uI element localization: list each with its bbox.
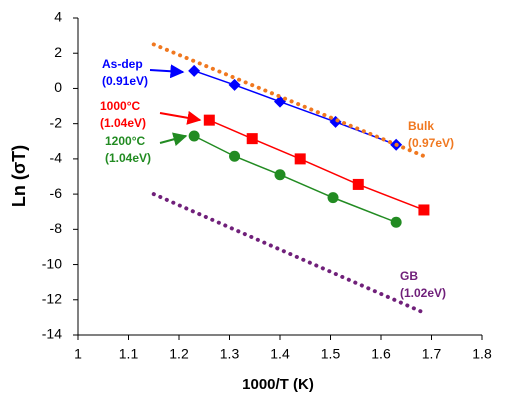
y-tick-label: -12	[42, 290, 62, 306]
x-tick-label: 1.1	[119, 346, 139, 362]
series-energy: (1.04eV)	[100, 116, 146, 130]
series-label: Bulk	[408, 119, 434, 133]
x-tick-label: 1.4	[270, 346, 290, 362]
series-label: GB	[400, 269, 418, 283]
series-line	[193, 70, 397, 146]
point	[246, 133, 258, 145]
series-label: As-dep	[102, 57, 143, 71]
point	[229, 150, 241, 162]
x-tick-label: 1.3	[220, 346, 240, 362]
series-line	[151, 42, 429, 160]
y-axis-label: Ln (σT)	[9, 145, 29, 207]
point	[188, 130, 200, 142]
point	[274, 169, 286, 181]
point	[352, 178, 364, 190]
series-line	[209, 119, 425, 211]
point	[228, 78, 241, 91]
series-energy: (1.04eV)	[105, 151, 151, 165]
y-tick-label: -2	[50, 114, 63, 130]
series-line	[151, 192, 429, 316]
series-energy: (1.02eV)	[400, 286, 446, 300]
arrow	[159, 132, 188, 147]
series-energy: (0.97eV)	[408, 136, 454, 150]
point	[203, 114, 215, 126]
x-axis-label: 1000/T (K)	[242, 376, 314, 393]
x-tick-label: 1.5	[321, 346, 341, 362]
y-tick-label: -6	[50, 185, 63, 201]
y-tick-label: -10	[42, 255, 62, 271]
y-tick-label: 4	[54, 9, 62, 25]
arrow	[159, 110, 202, 125]
arrow	[149, 64, 185, 79]
series-label: 1000°C	[100, 99, 140, 113]
point	[418, 204, 430, 216]
x-tick-label: 1.2	[169, 346, 189, 362]
x-tick-label: 1	[74, 346, 82, 362]
y-tick-label: -14	[42, 326, 62, 342]
y-tick-label: 2	[54, 44, 62, 60]
y-tick-label: -4	[50, 150, 63, 166]
x-tick-label: 1.7	[422, 346, 442, 362]
point	[294, 153, 306, 165]
y-tick-label: 0	[54, 79, 62, 95]
point	[188, 64, 201, 77]
series-label: 1200°C	[105, 134, 145, 148]
point	[390, 216, 402, 228]
series-energy: (0.91eV)	[102, 74, 148, 88]
x-tick-label: 1.8	[472, 346, 492, 362]
x-tick-label: 1.6	[371, 346, 391, 362]
y-tick-label: -8	[50, 220, 63, 236]
point	[327, 192, 339, 204]
series-line	[193, 135, 397, 223]
